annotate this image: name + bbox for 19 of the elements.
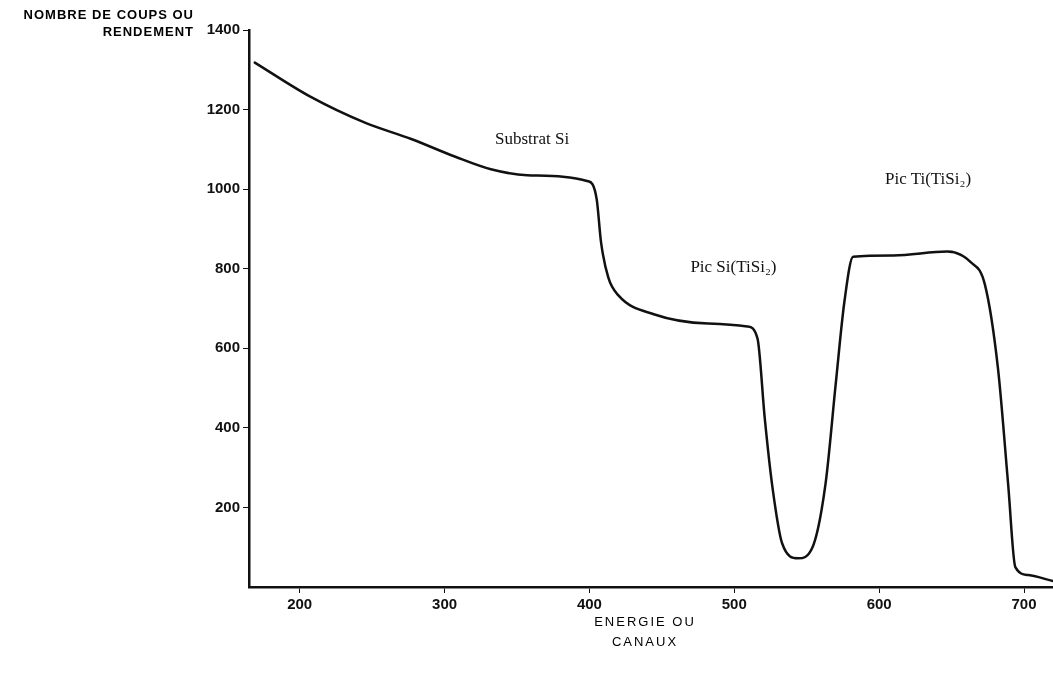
annotation: Pic Ti(TiSi₂): [884, 169, 972, 189]
annotation: Pic Si(TiSi₂): [690, 257, 777, 277]
x-tick-label: 600: [866, 595, 892, 613]
x-tick-label: 500: [721, 595, 747, 613]
x-tick-label: 200: [287, 595, 313, 613]
y-tick-label: 600: [214, 338, 240, 356]
x-tick-label: 300: [432, 595, 458, 613]
y-tick-label: 1400: [206, 20, 240, 38]
y-tick-label: 200: [214, 497, 240, 515]
x-tick-label: 400: [576, 595, 602, 613]
y-tick-label: 1000: [206, 179, 240, 197]
y-tick-label: 1200: [206, 99, 240, 117]
x-tick-label: 700: [1011, 595, 1037, 613]
line-series: [253, 61, 1053, 583]
y-tick-label: 800: [214, 258, 240, 276]
y-tick-label: 400: [214, 418, 240, 435]
y-axis-title: NOMBRE DE COUPS OU RENDEMENT: [22, 6, 194, 40]
annotation: Substrat Si: [495, 129, 570, 149]
x-axis-title: ENERGIE OU CANAUX: [593, 613, 697, 651]
